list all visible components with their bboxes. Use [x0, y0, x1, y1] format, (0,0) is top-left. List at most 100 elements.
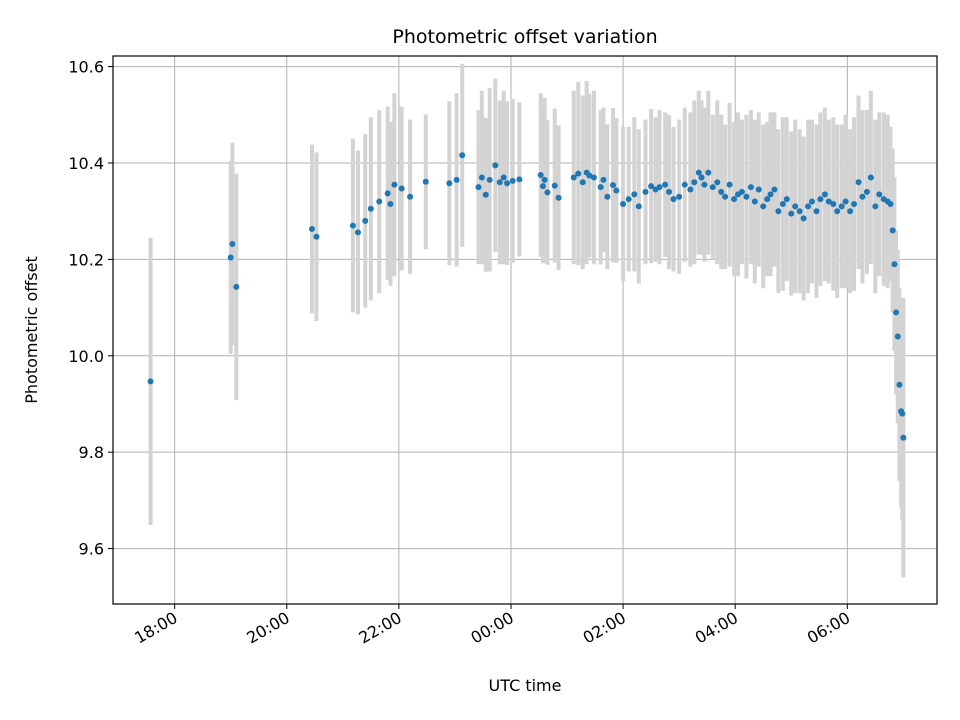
- data-point: [747, 184, 754, 191]
- data-point: [597, 184, 604, 191]
- grid: [113, 56, 937, 604]
- data-point: [893, 309, 900, 316]
- data-point: [731, 196, 738, 203]
- data-point: [590, 174, 597, 181]
- data-point: [600, 176, 607, 183]
- data-point: [504, 180, 511, 187]
- data-point: [783, 196, 790, 203]
- data-point: [604, 193, 611, 200]
- data-point: [544, 189, 551, 196]
- y-tick-label: 9.6: [79, 540, 104, 559]
- data-point: [701, 181, 708, 188]
- data-point: [821, 191, 828, 198]
- data-point: [775, 208, 782, 215]
- data-point: [579, 179, 586, 186]
- data-point: [779, 200, 786, 207]
- data-point: [842, 198, 849, 205]
- data-point: [233, 283, 240, 290]
- y-tick-label: 10.2: [68, 250, 104, 269]
- plot-area-frame: [112, 55, 938, 605]
- data-point: [537, 172, 544, 179]
- data-point: [805, 203, 812, 210]
- data-point: [698, 174, 705, 181]
- data-point: [670, 196, 677, 203]
- data-point: [800, 215, 807, 222]
- data-point: [147, 378, 154, 385]
- data-point: [817, 196, 824, 203]
- data-point: [586, 172, 593, 179]
- data-point: [838, 203, 845, 210]
- data-point: [496, 179, 503, 186]
- data-point: [709, 184, 716, 191]
- data-point: [872, 203, 879, 210]
- y-tick-label: 10.4: [68, 154, 104, 173]
- data-point: [367, 205, 374, 212]
- data-point: [851, 200, 858, 207]
- data-point: [662, 181, 669, 188]
- data-point: [539, 183, 546, 190]
- data-point: [656, 184, 663, 191]
- data-point: [855, 179, 862, 186]
- data-point: [771, 186, 778, 193]
- data-point: [613, 187, 620, 194]
- y-tick-label: 10.6: [68, 58, 104, 77]
- data-point: [767, 191, 774, 198]
- data-point: [718, 188, 725, 195]
- data-point: [308, 226, 315, 233]
- data-point: [666, 188, 673, 195]
- data-point: [349, 222, 356, 229]
- data-point: [407, 193, 414, 200]
- data-point: [796, 208, 803, 215]
- data-point: [227, 254, 234, 261]
- data-point: [891, 261, 898, 268]
- data-point: [398, 185, 405, 192]
- data-point: [229, 240, 236, 247]
- y-tick-label: 10.0: [68, 347, 104, 366]
- data-point: [482, 191, 489, 198]
- data-point: [760, 203, 767, 210]
- data-point: [486, 176, 493, 183]
- data-point: [705, 169, 712, 176]
- data-point: [726, 181, 733, 188]
- data-point: [384, 190, 391, 197]
- data-point: [825, 198, 832, 205]
- data-point: [894, 333, 901, 340]
- data-point: [889, 227, 896, 234]
- data-point: [551, 182, 558, 189]
- data-point: [687, 186, 694, 193]
- data-point: [847, 208, 854, 215]
- data-point: [896, 381, 903, 388]
- data-point: [642, 188, 649, 195]
- data-point: [391, 181, 398, 188]
- data-point: [509, 177, 516, 184]
- data-point: [610, 182, 617, 189]
- data-point: [478, 174, 485, 181]
- data-point: [899, 410, 906, 417]
- data-point: [541, 176, 548, 183]
- data-point: [876, 191, 883, 198]
- data-point: [751, 198, 758, 205]
- data-points: [147, 152, 907, 441]
- data-point: [900, 434, 907, 441]
- data-point: [555, 194, 562, 201]
- data-point: [887, 200, 894, 207]
- data-point: [792, 203, 799, 210]
- data-point: [788, 210, 795, 217]
- data-point: [459, 152, 466, 159]
- data-point: [313, 233, 320, 240]
- data-point: [631, 191, 638, 198]
- y-axis-label: Photometric offset: [22, 256, 41, 404]
- data-point: [714, 179, 721, 186]
- y-tick-label: 9.8: [79, 443, 104, 462]
- data-point: [830, 200, 837, 207]
- data-point: [354, 229, 361, 236]
- data-point: [859, 193, 866, 200]
- data-point: [695, 169, 702, 176]
- data-point: [648, 183, 655, 190]
- chart-title: Photometric offset variation: [392, 26, 657, 48]
- data-point: [475, 184, 482, 191]
- data-point: [570, 174, 577, 181]
- data-point: [422, 178, 429, 185]
- data-point: [722, 193, 729, 200]
